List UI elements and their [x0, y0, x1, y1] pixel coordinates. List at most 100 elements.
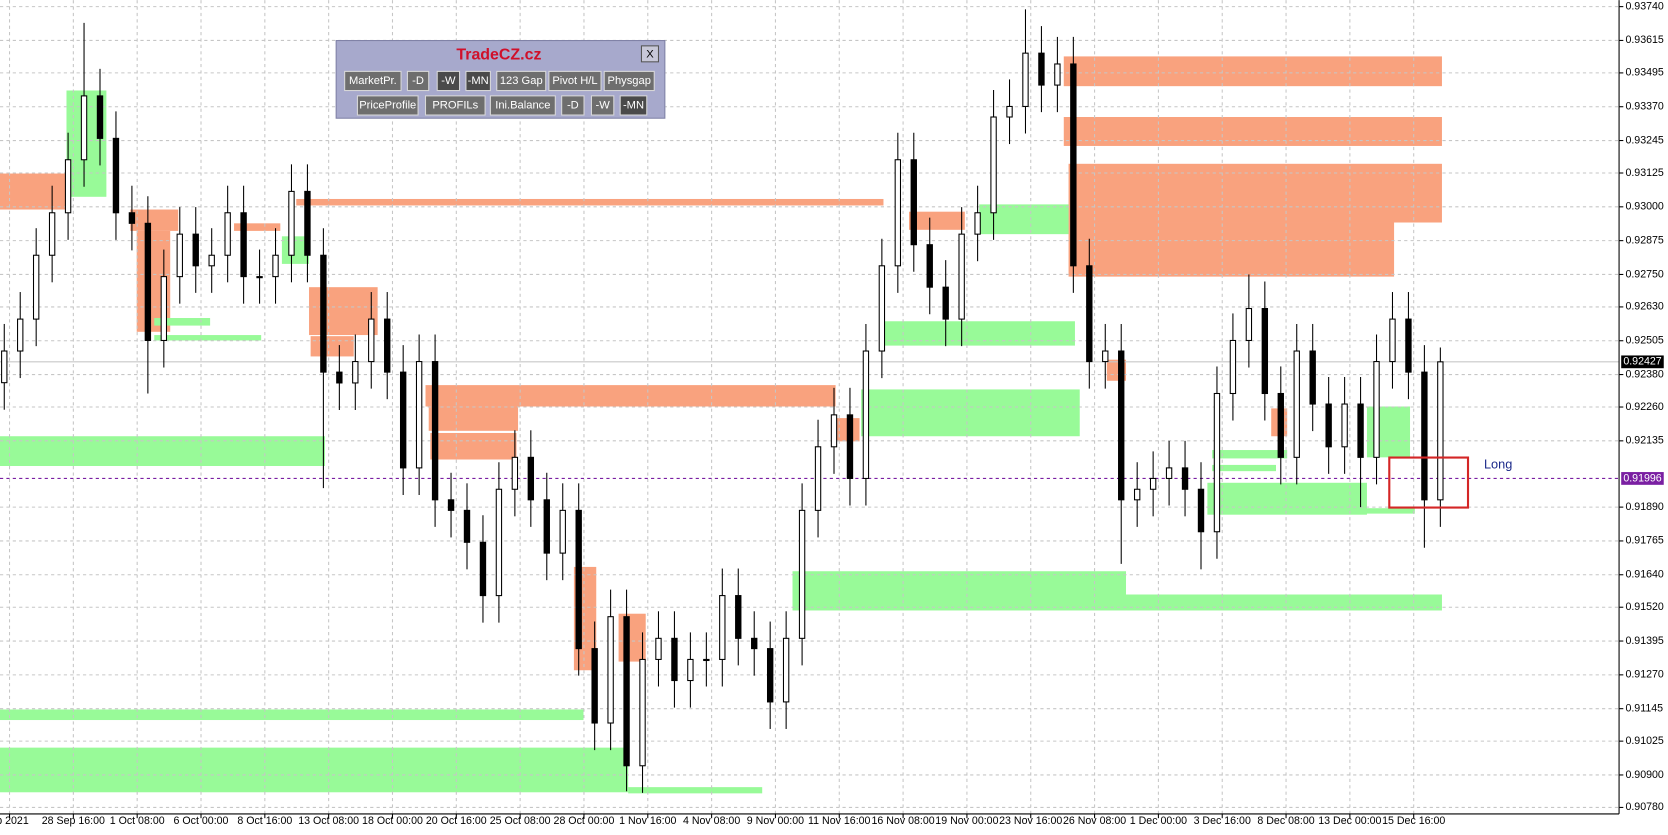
button[interactable]: -D: [561, 95, 585, 116]
button-label: Physgap: [608, 75, 651, 87]
candle-body: [862, 350, 870, 479]
button[interactable]: Ini.Balance: [489, 95, 556, 116]
candle-body: [751, 637, 758, 650]
button[interactable]: MarketPr.: [344, 70, 402, 92]
button[interactable]: Pivot H/L: [548, 70, 602, 92]
candle-body: [559, 509, 566, 554]
grid: [0, 0, 1620, 814]
x-tick-label: 23 Nov 16:00: [999, 815, 1062, 827]
button[interactable]: PriceProfile: [356, 95, 419, 116]
candle-body: [144, 222, 152, 342]
zone: [1063, 117, 1442, 146]
button[interactable]: -MN: [619, 95, 648, 116]
x-tick-label: ep 2021: [0, 815, 29, 827]
candle-body: [1261, 308, 1269, 395]
candle-body: [32, 254, 40, 320]
candle-body: [17, 318, 24, 352]
candle-body: [1389, 318, 1396, 363]
candle-body: [48, 212, 56, 256]
zone: [618, 613, 646, 662]
candle-body: [687, 658, 694, 682]
candle-body: [160, 276, 168, 342]
candle-body: [304, 190, 311, 256]
y-tick-label: 0.91145: [1625, 702, 1663, 714]
x-tick-label: 16 Nov 08:00: [871, 815, 934, 827]
candle-body: [527, 456, 535, 501]
x-tick-label: 13 Dec 00:00: [1318, 815, 1381, 827]
zone: [1068, 163, 1442, 223]
y-tick-label: 0.92875: [1625, 234, 1663, 246]
candle-body: [352, 361, 359, 384]
candle-body: [1229, 339, 1237, 395]
candle-body: [543, 499, 550, 554]
zone: [425, 385, 836, 407]
x-tick-label: 1 Oct 08:00: [110, 815, 165, 827]
zones: [0, 56, 1442, 794]
zone: [0, 173, 69, 210]
button[interactable]: -W: [436, 70, 461, 92]
candle-body: [735, 595, 742, 639]
candle-body: [1341, 403, 1348, 448]
candle-body: [926, 244, 933, 288]
zone: [880, 321, 1075, 346]
x-tick-label: 26 Nov 08:00: [1063, 815, 1126, 827]
candle-body: [1006, 105, 1013, 118]
signal-box: [1388, 456, 1470, 509]
price-label-bg: [1621, 355, 1664, 369]
x-tick-label: 11 Nov 16:00: [808, 815, 871, 827]
candle-body: [1102, 350, 1109, 363]
x-tick-label: 28 Oct 00:00: [554, 815, 615, 827]
y-tick-label: 0.91025: [1625, 735, 1663, 747]
candles: [1, 9, 1444, 793]
candle-body: [80, 95, 88, 161]
x-tick-label: 28 Sep 16:00: [42, 815, 105, 827]
candle-body: [1165, 467, 1173, 479]
button[interactable]: Physgap: [603, 70, 655, 92]
candle-body: [1149, 477, 1157, 490]
y-tick-label: 0.92505: [1625, 335, 1663, 347]
candle-body: [479, 541, 487, 597]
candle-body: [639, 658, 646, 767]
y-tick-label: 0.93125: [1625, 167, 1663, 179]
x-tick-label: 15 Dec 16:00: [1382, 815, 1445, 827]
price-label: 0.91996: [1623, 472, 1661, 484]
button-label: -W: [441, 75, 456, 87]
candle-body: [495, 488, 503, 597]
zone: [309, 287, 378, 336]
candle-body: [910, 159, 917, 246]
button[interactable]: -D: [406, 70, 430, 92]
candle-body: [1405, 318, 1412, 373]
zone: [0, 747, 629, 793]
zone: [1063, 56, 1442, 87]
candle-body: [878, 265, 886, 352]
candle-body: [176, 233, 183, 278]
button[interactable]: PROFILs: [424, 95, 486, 116]
candle-body: [1133, 488, 1141, 501]
candle-body: [1421, 371, 1428, 501]
button[interactable]: -MN: [465, 70, 491, 92]
candle-body: [591, 648, 598, 724]
y-tick-label: 0.93370: [1625, 101, 1663, 113]
zone: [154, 318, 211, 326]
candle-body: [655, 637, 662, 660]
x-tick-label: 1 Nov 16:00: [619, 815, 676, 827]
x-tick-label: 4 Nov 08:00: [683, 815, 740, 827]
candle-body: [846, 414, 854, 479]
zone: [1212, 464, 1276, 472]
candle-body: [208, 254, 215, 267]
button[interactable]: -W: [590, 95, 615, 116]
candle-body: [1070, 63, 1077, 267]
candle-body: [1437, 361, 1444, 501]
close-button[interactable]: X: [640, 45, 660, 63]
control-panel: TradeCZ.cz X MarketPr. -D -W -MN 123 Gap…: [335, 40, 666, 119]
candle-body: [671, 637, 678, 682]
zone: [1207, 482, 1367, 515]
candle-body: [288, 190, 295, 256]
candle-body: [1086, 265, 1093, 363]
candle-body: [1245, 308, 1253, 342]
button[interactable]: 123 Gap: [496, 70, 547, 92]
y-tick-label: 0.91270: [1625, 669, 1663, 681]
